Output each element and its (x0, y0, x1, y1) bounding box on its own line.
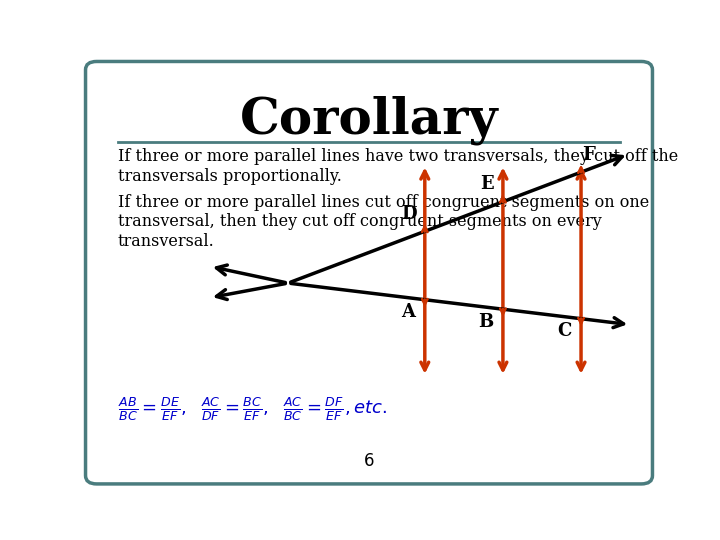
Text: A: A (401, 303, 415, 321)
Text: 6: 6 (364, 452, 374, 470)
FancyBboxPatch shape (86, 62, 652, 484)
Text: $\frac{AB}{BC} = \frac{DE}{EF}$$,$  $\frac{AC}{DF} = \frac{BC}{EF}$$,$  $\frac{A: $\frac{AB}{BC} = \frac{DE}{EF}$$,$ $\fra… (118, 395, 387, 423)
Text: If three or more parallel lines cut off congruent segments on one
transversal, t: If three or more parallel lines cut off … (118, 194, 649, 250)
Text: C: C (557, 322, 572, 340)
Text: If three or more parallel lines have two transversals, they cut off the
transver: If three or more parallel lines have two… (118, 148, 678, 185)
Text: E: E (480, 176, 494, 193)
Text: Corollary: Corollary (240, 96, 498, 145)
Text: F: F (582, 146, 595, 164)
Text: D: D (401, 205, 417, 223)
Text: B: B (479, 313, 494, 330)
